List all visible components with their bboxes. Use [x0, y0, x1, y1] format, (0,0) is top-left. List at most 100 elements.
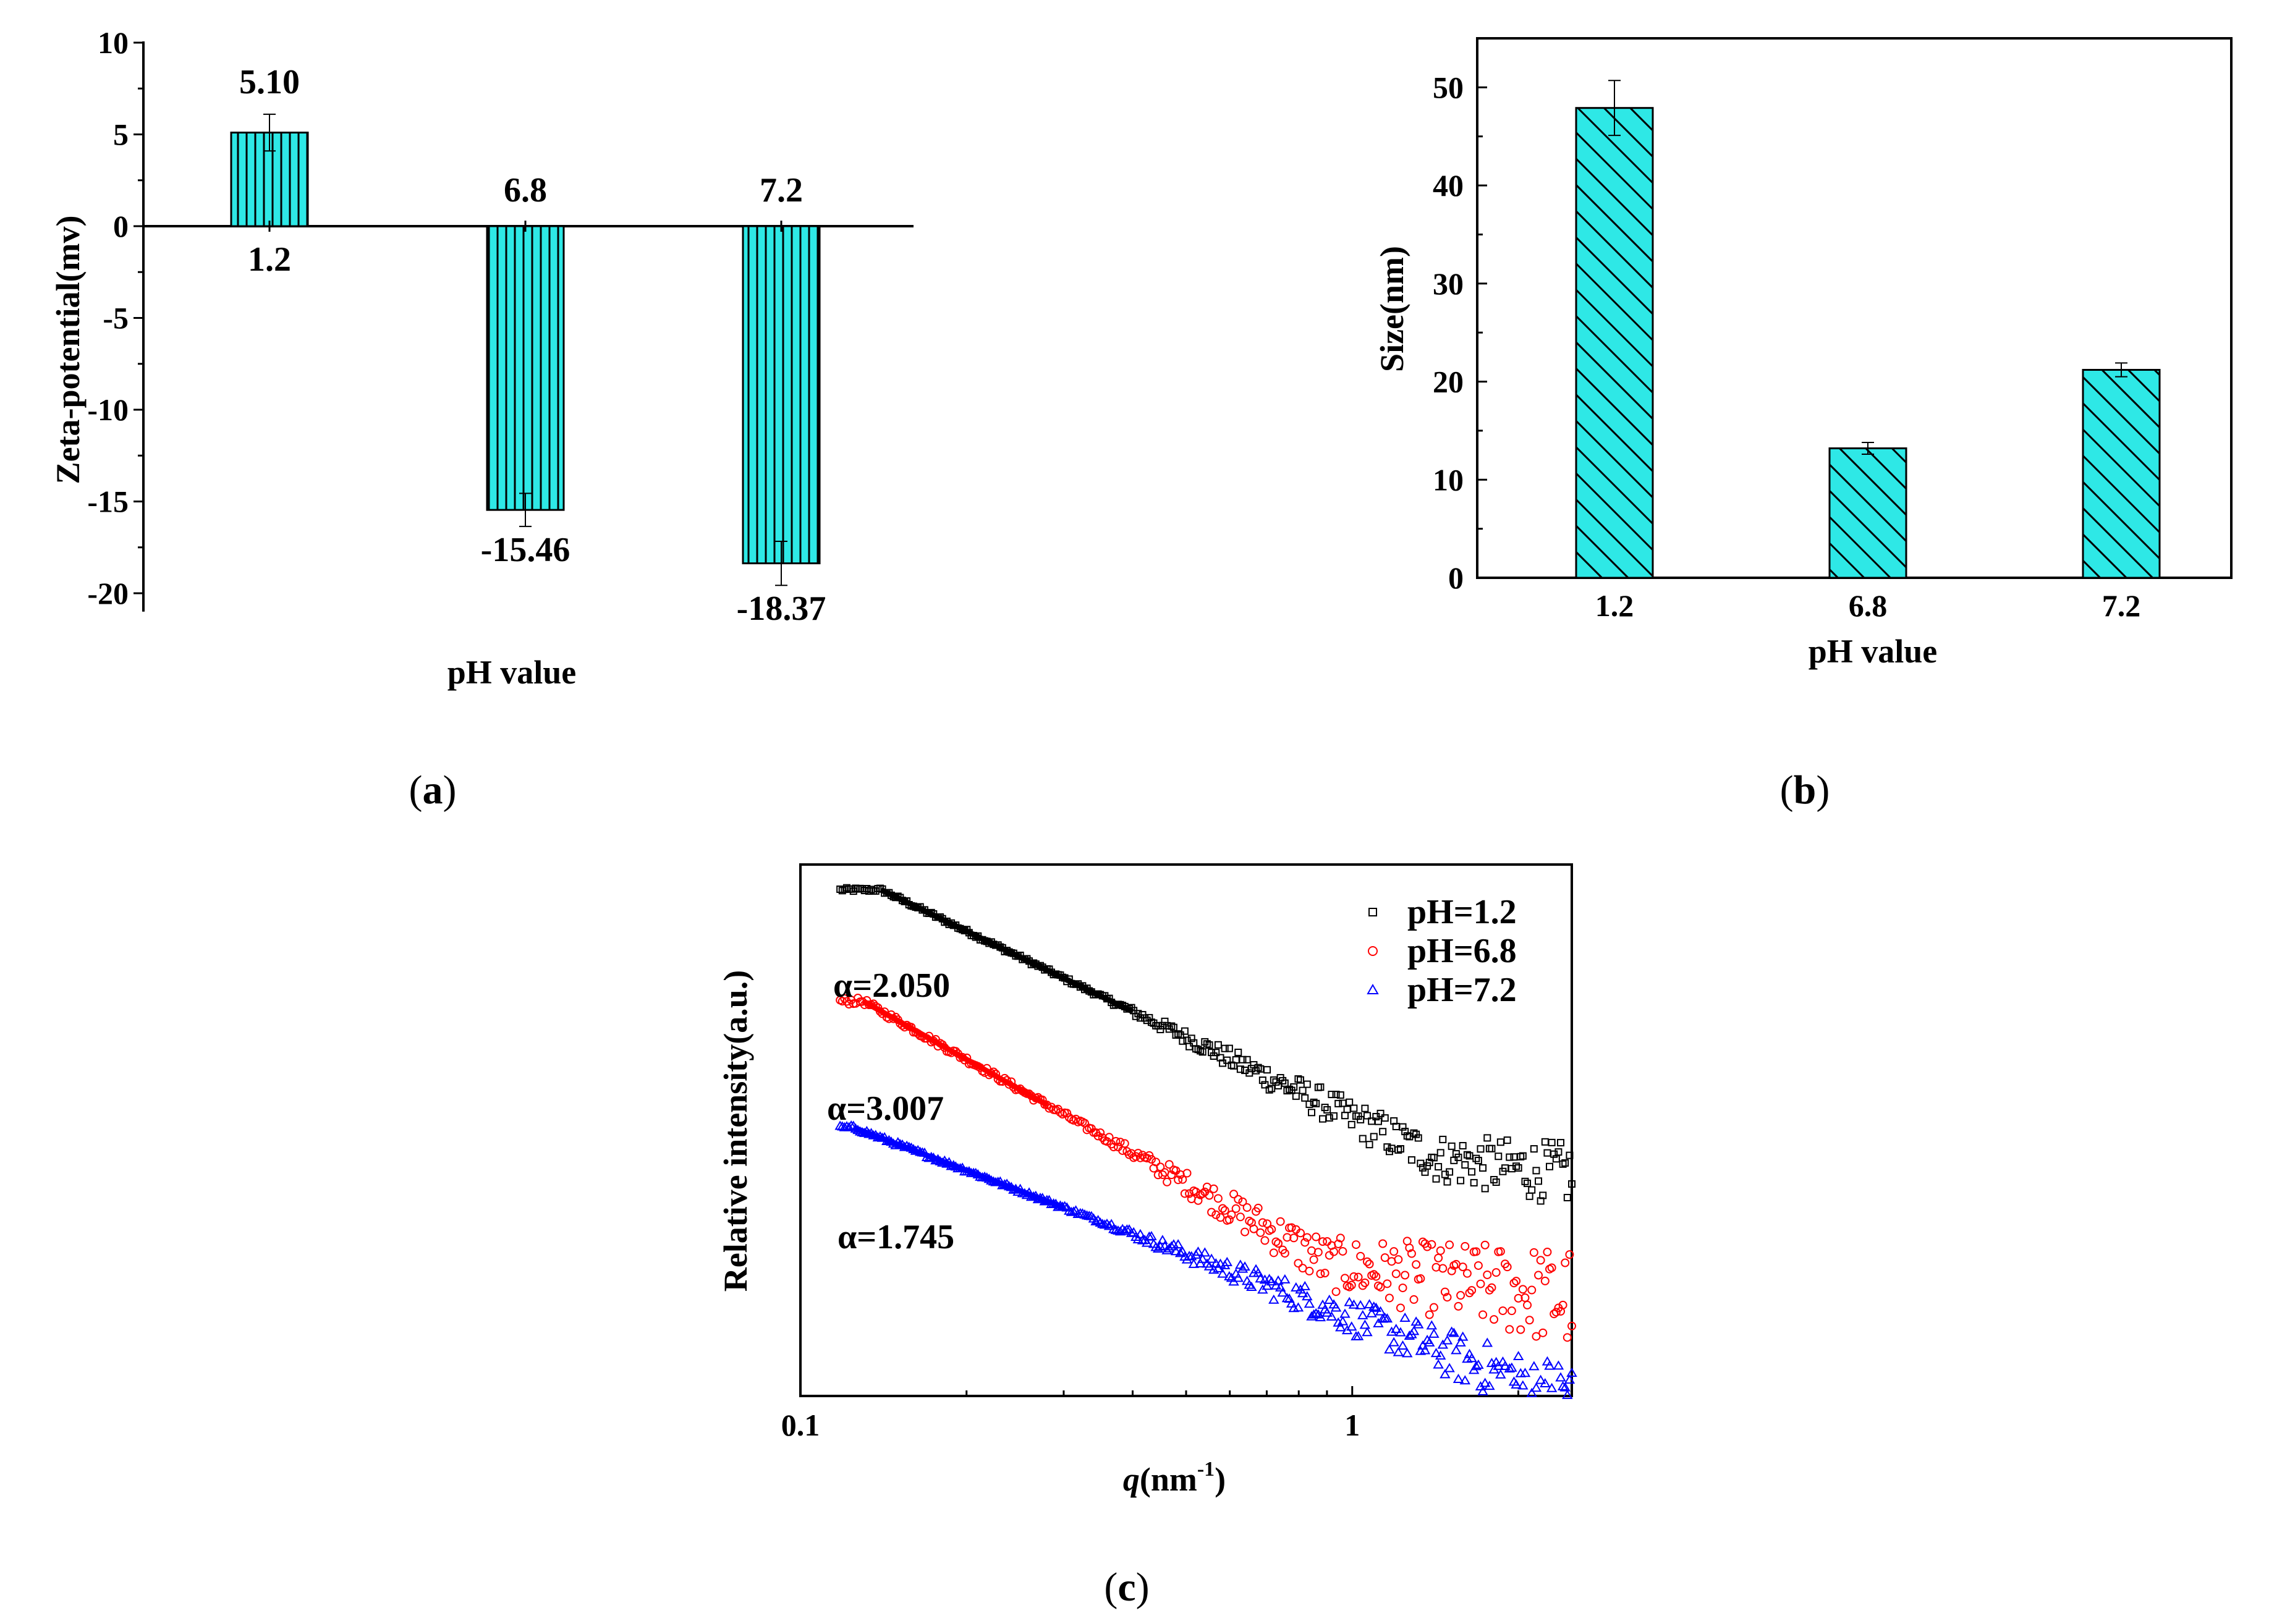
data-point-triangle [1090, 1216, 1101, 1225]
data-point-triangle [1535, 1374, 1546, 1384]
data-point-triangle [1448, 1327, 1460, 1337]
data-point-square [1321, 1104, 1329, 1112]
zeta-value-label: -15.46 [481, 531, 570, 569]
data-point-square [1563, 1193, 1571, 1201]
data-point-triangle [1252, 1267, 1264, 1277]
data-point-triangle [1192, 1246, 1204, 1256]
data-point-circle [1234, 1195, 1243, 1204]
data-point-triangle [1566, 1368, 1577, 1377]
data-point-triangle [1310, 1308, 1321, 1317]
data-point-triangle [1224, 1271, 1235, 1280]
scatter-x-axis-label: q(nm-1) [1123, 1458, 1226, 1498]
data-point-circle [1331, 1287, 1341, 1296]
data-point-triangle [1077, 1208, 1088, 1218]
data-point-triangle [1441, 1335, 1453, 1345]
data-point-triangle [1423, 1337, 1435, 1347]
data-point-square [1303, 1080, 1311, 1088]
alpha-annotations: α=2.050 α=3.007 α=1.745 [827, 966, 954, 1256]
scatter-ticks: 0.1 1 [781, 1386, 1519, 1442]
data-point-triangle [1430, 1348, 1442, 1358]
scatter-points [834, 884, 1577, 1399]
data-point-circle [1429, 1303, 1438, 1312]
data-point-circle [1561, 1258, 1570, 1267]
data-point-triangle [1221, 1256, 1233, 1266]
data-point-circle [1474, 1261, 1483, 1270]
data-point-circle [1211, 1210, 1221, 1219]
data-point-triangle [1544, 1360, 1555, 1370]
data-point-circle [1507, 1306, 1516, 1316]
zeta-potential-chart: 10 5 0 -5 -10 -15 -20 5.10 1.2 6.8 -15.46 7.2 -18.3… [49, 25, 914, 813]
data-point-circle [1509, 1279, 1519, 1288]
data-point-triangle [1359, 1319, 1371, 1329]
data-point-square [1299, 1086, 1307, 1094]
data-point-triangle [1384, 1344, 1395, 1354]
panel-label-b: (b) [1780, 768, 1830, 813]
data-point-circle [1401, 1271, 1410, 1280]
data-point-square [1432, 1175, 1440, 1183]
data-point-triangle [1562, 1389, 1573, 1399]
zeta-y-tick-label: -5 [103, 301, 129, 336]
data-point-square [1158, 1021, 1166, 1030]
panel-label-a-letter: a [423, 768, 443, 813]
legend-marker-triangle [1367, 983, 1379, 994]
data-point-triangle [1381, 1313, 1393, 1323]
data-point-triangle [1103, 1220, 1115, 1230]
data-point-triangle [1473, 1360, 1484, 1369]
data-point-circle [1485, 1285, 1494, 1295]
data-point-circle [1258, 1218, 1267, 1227]
data-point-circle [1345, 1282, 1354, 1292]
data-point-triangle [1335, 1322, 1346, 1332]
data-point-circle [1498, 1306, 1508, 1316]
data-point-square [1292, 1092, 1300, 1100]
fit-line [880, 887, 1134, 1015]
data-point-circle [1540, 1276, 1550, 1285]
data-point-triangle [1419, 1345, 1431, 1355]
data-point-circle [1316, 1269, 1325, 1279]
data-point-square [1346, 1098, 1354, 1106]
data-point-circle [1369, 1270, 1378, 1279]
data-point-circle [1349, 1272, 1359, 1281]
size-y-tick-label: 40 [1433, 168, 1464, 203]
data-point-square [1443, 1178, 1451, 1186]
data-point-triangle [1559, 1382, 1571, 1392]
zeta-y-tick-label: 5 [113, 117, 129, 152]
data-point-circle [1151, 1157, 1161, 1167]
data-point-square [1492, 1178, 1500, 1186]
data-point-square [1221, 1044, 1229, 1052]
data-point-circle [1409, 1295, 1419, 1304]
data-point-triangle [1141, 1237, 1153, 1247]
data-point-circle [1551, 1308, 1561, 1317]
data-point-circle [1347, 1280, 1356, 1290]
data-point-triangle [1302, 1291, 1313, 1301]
panel-label-b-letter: b [1794, 768, 1817, 813]
data-point-circle [1447, 1266, 1456, 1275]
data-point-triangle [1401, 1348, 1413, 1358]
data-point-square [1281, 1079, 1289, 1087]
data-point-circle [1178, 1175, 1187, 1184]
data-point-circle [1380, 1253, 1389, 1262]
data-point-circle [1496, 1247, 1505, 1256]
data-point-triangle [1255, 1273, 1266, 1283]
data-point-triangle [1079, 1209, 1090, 1219]
data-point-triangle [1511, 1379, 1522, 1389]
data-point-circle [1120, 1139, 1129, 1148]
data-point-circle [1174, 1175, 1183, 1185]
data-point-circle [1194, 1196, 1203, 1205]
data-point-square [1383, 1143, 1391, 1151]
data-point-circle [1354, 1272, 1363, 1282]
data-point-square [1524, 1179, 1532, 1187]
data-point-circle [1062, 1109, 1072, 1118]
data-point-triangle [1170, 1246, 1182, 1256]
data-point-triangle [1330, 1302, 1342, 1312]
data-point-circle [1454, 1301, 1463, 1311]
data-point-circle [1329, 1247, 1338, 1256]
data-point-circle [1547, 1263, 1556, 1272]
data-point-triangle [1346, 1321, 1357, 1331]
data-point-square [1272, 1078, 1280, 1086]
data-point-triangle [1355, 1300, 1366, 1309]
data-point-square [1461, 1161, 1469, 1169]
data-point-square [1286, 1085, 1294, 1093]
data-point-circle [1434, 1253, 1443, 1262]
data-point-square [1417, 1159, 1425, 1167]
data-point-circle [1389, 1247, 1399, 1256]
